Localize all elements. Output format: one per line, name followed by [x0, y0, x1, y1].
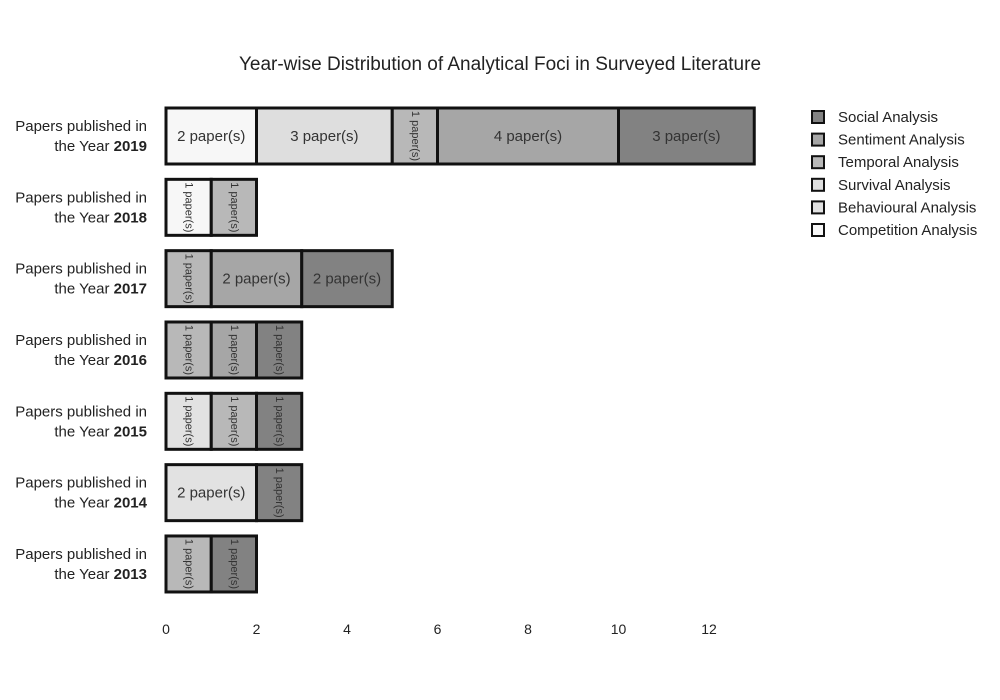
- x-tick-label: 12: [701, 621, 717, 637]
- bar-segment-label: 2 paper(s): [313, 271, 381, 288]
- chart-title: Year-wise Distribution of Analytical Foc…: [239, 54, 761, 75]
- bar-segment-label: 1 paper(s): [273, 325, 285, 375]
- bar-segment-label: 3 paper(s): [652, 128, 720, 145]
- bar-segment-label: 1 paper(s): [228, 325, 240, 375]
- y-axis-label: Papers published in: [15, 261, 147, 278]
- bar-segment-label: 1 paper(s): [183, 254, 195, 304]
- x-axis-ticks: 0 2 4 6 8 10 12: [162, 621, 717, 637]
- legend-label: Survival Analysis: [838, 177, 951, 194]
- legend: Social Analysis Sentiment Analysis Tempora…: [811, 109, 977, 239]
- y-axis-label: the Year 2019: [54, 138, 147, 155]
- legend-label: Behavioural Analysis: [838, 199, 976, 216]
- y-axis-label: the Year 2014: [54, 495, 147, 512]
- bar-segment: [209, 249, 304, 309]
- y-axis-labels: Papers published in the Year 2019 Papers p…: [15, 118, 147, 583]
- legend-swatch: [811, 223, 825, 237]
- bar-segment: [164, 463, 258, 523]
- legend-label: Competition Analysis: [838, 222, 977, 239]
- bar-segment-label: 4 paper(s): [494, 128, 562, 145]
- bar-segment: [255, 391, 304, 451]
- bars-group: 2 paper(s) 3 paper(s) 1 paper(s) 4 paper(s)…: [164, 106, 756, 594]
- bar-segment-label: 1 paper(s): [183, 325, 195, 375]
- y-axis-label: Papers published in: [15, 403, 147, 420]
- bar-segment-label: 1 paper(s): [228, 182, 240, 232]
- y-axis-label: Papers published in: [15, 332, 147, 349]
- bar-segment: [209, 177, 258, 237]
- bar-segment: [164, 534, 213, 594]
- bar-segment-label: 2 paper(s): [222, 271, 290, 288]
- x-tick-label: 6: [434, 621, 442, 637]
- x-tick-label: 2: [253, 621, 261, 637]
- bar-segment: [209, 320, 258, 380]
- legend-label: Temporal Analysis: [838, 154, 959, 171]
- bar-segment: [209, 534, 258, 594]
- bar-segment-label: 1 paper(s): [273, 468, 285, 518]
- x-tick-label: 0: [162, 621, 170, 637]
- x-tick-label: 8: [524, 621, 532, 637]
- y-axis-label: the Year 2016: [54, 352, 147, 369]
- legend-label: Sentiment Analysis: [838, 132, 965, 149]
- legend-swatch: [811, 110, 825, 124]
- y-axis-label: the Year 2018: [54, 209, 147, 226]
- y-axis-label: Papers published in: [15, 475, 147, 492]
- bar-segment-label: 1 paper(s): [409, 111, 421, 161]
- legend-swatch: [811, 132, 825, 147]
- bar-segment-label: 1 paper(s): [183, 182, 195, 232]
- x-tick-label: 4: [343, 621, 351, 637]
- bar-segment-label: 2 paper(s): [177, 128, 245, 145]
- y-axis-label: the Year 2017: [54, 281, 147, 298]
- bar-segment-label: 2 paper(s): [177, 485, 245, 502]
- bar-segment-label: 1 paper(s): [228, 396, 240, 446]
- bar-segment: [164, 249, 213, 309]
- bar-segment: [390, 106, 439, 166]
- bar-segment: [617, 106, 756, 166]
- bar-segment-label: 1 paper(s): [183, 539, 195, 589]
- legend-label: Social Analysis: [838, 109, 938, 126]
- bar-segment-label: 1 paper(s): [228, 539, 240, 589]
- bar-segment-label: 3 paper(s): [290, 128, 358, 145]
- bar-segment: [255, 106, 394, 166]
- y-axis-label: the Year 2013: [54, 566, 147, 583]
- x-tick-label: 10: [611, 621, 627, 637]
- bar-segment-label: 1 paper(s): [183, 396, 195, 446]
- legend-swatch: [811, 200, 825, 215]
- y-axis-label: Papers published in: [15, 546, 147, 563]
- y-axis-label: Papers published in: [15, 189, 147, 206]
- bar-segment-label: 1 paper(s): [273, 396, 285, 446]
- bar-segment: [164, 106, 258, 166]
- y-axis-label: the Year 2015: [54, 423, 147, 440]
- bar-segment: [300, 249, 394, 309]
- y-axis-label: Papers published in: [15, 118, 147, 135]
- legend-swatch: [811, 177, 825, 192]
- legend-swatch: [811, 155, 825, 170]
- bar-segment: [255, 463, 304, 523]
- bar-segment: [255, 320, 304, 380]
